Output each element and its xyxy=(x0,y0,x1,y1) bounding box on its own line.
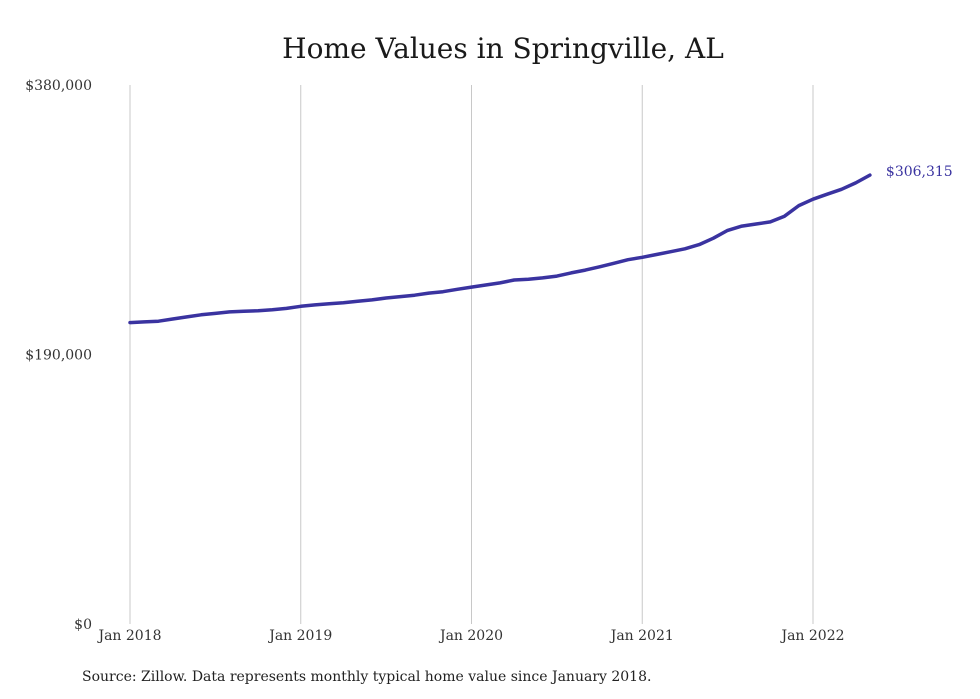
x-tick-label: Jan 2022 xyxy=(779,628,844,644)
y-tick-label: $380,000 xyxy=(25,78,92,94)
series-line xyxy=(128,173,872,325)
y-tick-label: $0 xyxy=(74,617,92,633)
y-tick-label: $190,000 xyxy=(25,348,92,364)
source-note: Source: Zillow. Data represents monthly … xyxy=(82,669,651,685)
chart-title: Home Values in Springville, AL xyxy=(282,32,724,65)
x-tick-label: Jan 2020 xyxy=(438,628,503,644)
x-tick-label: Jan 2019 xyxy=(267,628,332,644)
axis-labels: Jan 2018 Jan 2019 Jan 2020 Jan 2021 Jan 2022… xyxy=(25,78,844,644)
x-tick-label: Jan 2021 xyxy=(609,628,674,644)
series-layer xyxy=(128,173,872,325)
gridlines xyxy=(129,85,814,624)
x-tick-label: Jan 2018 xyxy=(96,628,161,644)
end-value-label: $306,315 xyxy=(886,164,953,180)
